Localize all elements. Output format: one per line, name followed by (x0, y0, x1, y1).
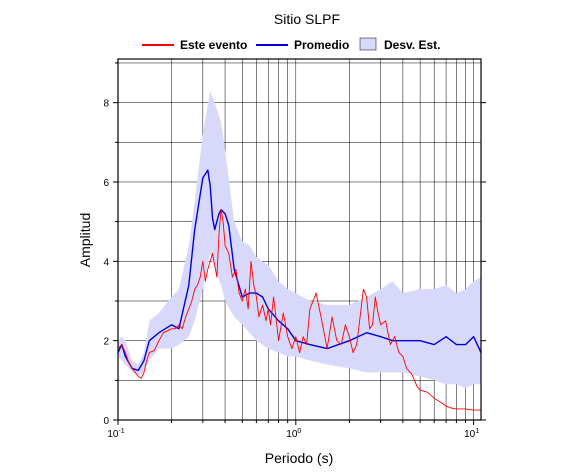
x-tick-label: 100 (286, 428, 301, 440)
y-tick-label: 2 (103, 337, 109, 348)
legend-label: Este evento (180, 38, 247, 52)
legend: Este evento Promedio Desv. Est. (142, 37, 440, 52)
y-tick-label: 4 (103, 257, 109, 268)
y-axis-title: Amplitud (77, 213, 93, 267)
ticks: 0 2 4 6 8 10-1 100 101 (103, 62, 486, 440)
x-tick-label: 101 (464, 428, 479, 440)
x-tick-label: 10-1 (107, 428, 124, 440)
x-axis-title: Periodo (s) (265, 450, 333, 466)
legend-swatch-band (359, 37, 377, 51)
este-evento-line (117, 209, 481, 411)
chart-title: Sitio SLPF (274, 11, 340, 27)
series-group (117, 169, 482, 411)
legend-label: Desv. Est. (384, 38, 440, 52)
std-dev-band (118, 90, 481, 389)
y-tick-label: 0 (103, 416, 109, 427)
plot-frame (117, 58, 482, 421)
promedio-line (117, 169, 482, 372)
y-tick-label: 8 (103, 99, 109, 110)
y-tick-label: 6 (103, 178, 109, 189)
legend-label: Promedio (294, 38, 349, 52)
